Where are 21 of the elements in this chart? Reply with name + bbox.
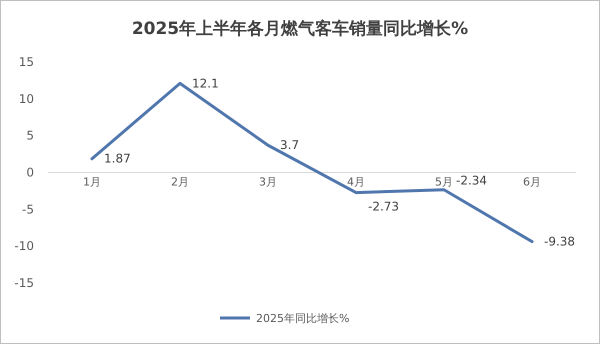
y-tick-label: 5 [26,128,34,143]
data-label: -2.34 [456,174,488,188]
y-tick-label: 0 [26,166,34,180]
y-tick-label: 15 [18,55,34,69]
x-tick-label: 6月 [523,176,541,188]
y-tick-label: -5 [22,202,34,216]
data-label: 12.1 [192,76,219,90]
data-label: 3.7 [280,138,300,152]
data-label: -2.73 [368,200,400,214]
y-tick-label: -10 [14,239,34,254]
x-tick-label: 2月 [171,176,189,188]
x-tick-label: 5月 [435,176,453,188]
data-label: -9.38 [544,234,576,249]
legend-label: 2025年同比增长% [256,312,350,325]
x-tick-label: 3月 [259,176,277,188]
y-tick-label: 10 [18,92,34,106]
chart-title: 2025年上半年各月燃气客车销量同比增长% [132,19,468,39]
x-tick-label: 1月 [83,176,101,188]
y-tick-label: -15 [14,276,34,290]
x-tick-label: 4月 [347,176,365,188]
data-label: 1.87 [104,152,131,166]
